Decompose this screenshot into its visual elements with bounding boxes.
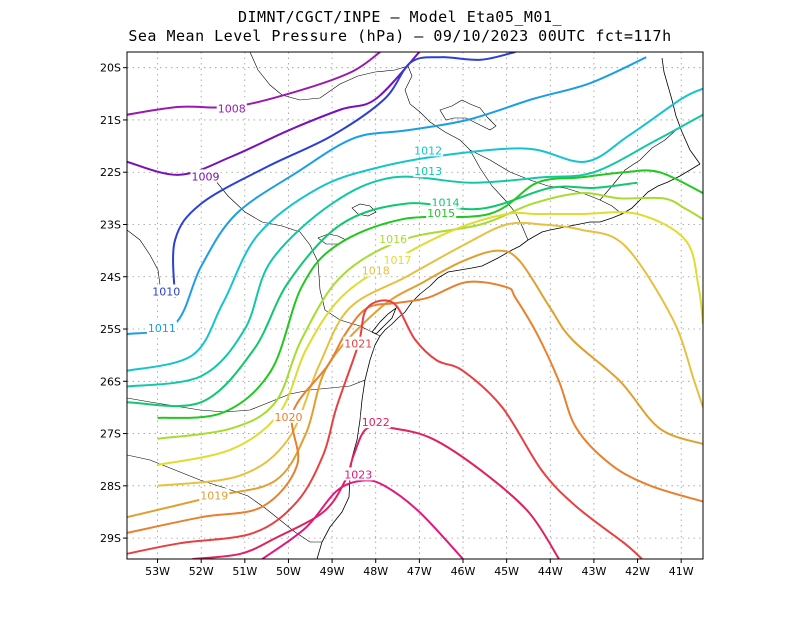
isobar-1014 [127, 181, 638, 408]
isobar-label-bg [430, 195, 461, 209]
isobar-label-1019: 1019 [200, 489, 228, 502]
x-tick-label: 43W [581, 565, 606, 578]
x-tick-label: 46W [451, 565, 476, 578]
state-border [127, 229, 161, 286]
isobar-label-bg [199, 488, 230, 502]
isobar-1018 [157, 221, 703, 487]
lagoon [371, 306, 397, 335]
y-tick-label: 20S [100, 62, 121, 75]
x-tick-label: 44W [538, 565, 563, 578]
isobar-label-bg [343, 467, 374, 481]
plot-area [127, 52, 703, 559]
isobar-label-bg [216, 101, 247, 115]
x-tick-label: 53W [145, 565, 170, 578]
reservoir [439, 99, 497, 131]
isobar-label-1010: 1010 [152, 285, 180, 298]
isobar-label-bg [378, 232, 409, 246]
isobar-label-1015: 1015 [427, 207, 455, 220]
y-tick-label: 26S [100, 375, 121, 388]
isobar-1016 [157, 192, 703, 440]
isobar-1021 [127, 299, 643, 559]
isobar-1010 [172, 52, 516, 298]
isobar-1023 [261, 479, 464, 559]
isobar-label-bg [413, 143, 444, 157]
reservoir [351, 203, 377, 217]
x-tick-label: 51W [232, 565, 257, 578]
isobar-label-bg [273, 409, 304, 423]
isobar-label-bg [146, 321, 177, 335]
chart-title: DIMNT/CGCT/INPE – Model Eta05_M01_ [237, 8, 563, 26]
isobar-lines [127, 52, 703, 559]
isobar-label-1023: 1023 [344, 468, 372, 481]
isobar-label-bg [151, 284, 182, 298]
y-tick-label: 27S [100, 428, 121, 441]
isobar-label-1011: 1011 [148, 322, 176, 335]
y-tick-label: 22S [100, 166, 121, 179]
x-tick-label: 48W [363, 565, 388, 578]
isobar-label-1009: 1009 [192, 170, 220, 183]
x-tick-label: 50W [276, 565, 301, 578]
state-border [199, 169, 381, 337]
coastline [316, 163, 701, 559]
y-axis-ticks: 20S 21S 22S 23S 24S 25S 26S 27S 28S 29S [100, 62, 127, 545]
x-tick-label: 41W [669, 565, 694, 578]
coastline-and-borders [127, 52, 701, 559]
isobar-label-bg [426, 206, 457, 220]
x-axis-ticks: 53W 52W 51W 50W 49W 48W 47W 46W 45W 44W 43W 42W 41W [145, 559, 694, 578]
isobar-label-1012: 1012 [414, 144, 442, 157]
x-tick-label: 49W [320, 565, 345, 578]
isobar-1011 [127, 56, 647, 336]
isobar-label-1008: 1008 [218, 102, 246, 115]
x-tick-label: 45W [494, 565, 519, 578]
isobar-1020 [127, 280, 703, 534]
y-tick-label: 21S [100, 114, 121, 127]
isobar-label-1020: 1020 [274, 411, 302, 424]
isobar-1012 [127, 87, 703, 372]
isobar-1019 [127, 249, 703, 519]
isobar-label-bg [190, 169, 221, 183]
y-tick-label: 23S [100, 218, 121, 231]
isobar-label-bg [360, 263, 391, 277]
isobar-1013 [127, 113, 703, 388]
isobar-label-bg [343, 336, 374, 350]
y-tick-label: 28S [100, 480, 121, 493]
y-tick-label: 24S [100, 271, 121, 284]
isobar-label-1018: 1018 [362, 265, 390, 278]
x-tick-label: 47W [407, 565, 432, 578]
coastline-north [661, 57, 701, 165]
isobar-label-bg [413, 164, 444, 178]
chart-subtitle: Sea Mean Level Pressure (hPa) – 09/10/20… [128, 27, 672, 45]
x-tick-label: 52W [189, 565, 214, 578]
plot-frame [126, 51, 704, 560]
isobar-1008 [127, 52, 381, 116]
isobar-label-1016: 1016 [379, 233, 407, 246]
isobar-label-1022: 1022 [362, 416, 390, 429]
state-border [127, 454, 322, 543]
isobar-label-1013: 1013 [414, 165, 442, 178]
isobar-label-bg [382, 253, 413, 267]
isobar-label-1021: 1021 [344, 338, 372, 351]
state-border [469, 149, 529, 241]
x-tick-label: 42W [625, 565, 650, 578]
y-tick-label: 29S [100, 532, 121, 545]
isobar-label-bg [360, 415, 391, 429]
isobar-labels: 1008100910101011101210131014101510161017… [146, 101, 461, 502]
isobar-1015 [157, 169, 703, 419]
isobar-1022 [192, 424, 560, 559]
y-tick-label: 25S [100, 323, 121, 336]
isobar-1009 [127, 52, 421, 176]
